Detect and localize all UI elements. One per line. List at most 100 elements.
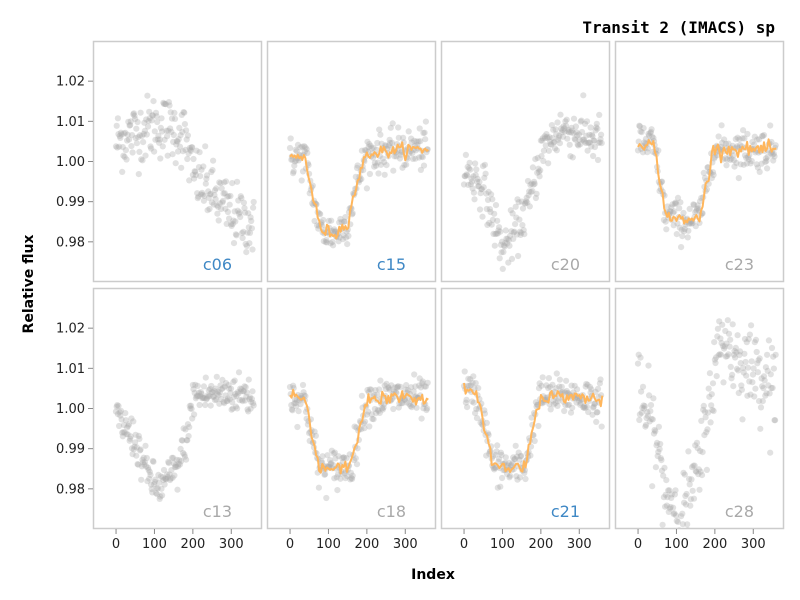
data-point [730, 157, 738, 164]
data-point [508, 461, 515, 468]
data-point [470, 373, 477, 380]
data-point [117, 407, 125, 414]
data-point [115, 131, 122, 138]
data-point [755, 357, 762, 364]
data-point [185, 433, 192, 440]
data-point [195, 164, 203, 171]
data-point [330, 450, 337, 457]
data-point [504, 462, 511, 469]
data-point [671, 208, 678, 215]
data-point [200, 395, 207, 402]
data-point [690, 201, 697, 208]
data-point [499, 238, 506, 245]
data-point [328, 217, 335, 224]
data-point [222, 392, 229, 399]
data-point [289, 407, 296, 414]
data-point [125, 136, 133, 143]
data-point [396, 155, 404, 162]
data-point [636, 411, 644, 418]
data-point [551, 138, 558, 145]
data-point [553, 370, 560, 377]
data-point [558, 125, 565, 132]
data-point [582, 383, 589, 390]
data-point [206, 205, 213, 213]
data-point [421, 129, 428, 136]
data-point [634, 360, 642, 367]
data-point [389, 120, 396, 127]
data-point [403, 399, 410, 406]
data-point [141, 127, 148, 134]
data-point [191, 411, 198, 418]
data-point [519, 222, 526, 229]
data-point [290, 382, 297, 389]
data-point [131, 112, 138, 119]
data-point [754, 164, 762, 171]
data-point [673, 200, 680, 207]
data-point [598, 423, 605, 430]
data-point [368, 411, 375, 418]
data-point [198, 166, 205, 173]
data-point [581, 403, 588, 410]
data-point [418, 153, 425, 160]
data-point [475, 385, 482, 392]
data-point [168, 115, 176, 122]
data-point [471, 196, 478, 203]
data-point [184, 155, 191, 163]
data-point [164, 471, 171, 478]
data-point [408, 404, 415, 411]
data-points [112, 369, 257, 502]
data-point [342, 214, 349, 221]
data-point [679, 521, 687, 528]
data-point [671, 491, 679, 498]
data-point [417, 138, 424, 145]
data-point [162, 101, 169, 108]
data-point [331, 449, 338, 456]
x-tick-label: 200 [180, 537, 205, 552]
data-point [513, 231, 521, 238]
data-point [545, 384, 552, 392]
data-point [117, 412, 124, 419]
data-point [515, 199, 522, 206]
data-point [211, 388, 218, 395]
data-point [475, 183, 482, 190]
data-point [486, 219, 493, 227]
x-tick-label: 0 [112, 537, 120, 552]
data-point [160, 100, 168, 107]
data-point [302, 144, 309, 151]
data-point [529, 187, 536, 195]
data-point [472, 160, 479, 167]
data-point [180, 425, 187, 432]
data-point [240, 199, 247, 206]
data-point [493, 448, 500, 455]
data-point [468, 398, 476, 405]
data-point [561, 407, 568, 415]
data-point [114, 402, 121, 409]
data-point [741, 152, 749, 159]
data-point [221, 190, 228, 197]
data-point [211, 192, 218, 199]
data-point [673, 231, 680, 238]
data-point [687, 496, 695, 503]
data-point [570, 130, 577, 137]
data-point [463, 396, 470, 403]
data-point [651, 426, 658, 434]
data-point [523, 194, 530, 201]
data-point [752, 336, 760, 343]
data-point [323, 494, 330, 502]
data-point [288, 402, 295, 409]
data-point [746, 378, 753, 385]
data-point [167, 476, 174, 484]
data-point [543, 131, 550, 138]
data-point [391, 153, 398, 160]
data-point [238, 386, 245, 393]
data-point [564, 402, 572, 409]
data-point [722, 353, 730, 360]
data-point [392, 384, 399, 391]
data-point [371, 159, 378, 166]
data-point [221, 179, 228, 186]
data-point [517, 231, 524, 238]
data-point [639, 404, 646, 411]
data-point [204, 207, 211, 214]
data-point [342, 475, 349, 482]
data-point [574, 132, 581, 139]
